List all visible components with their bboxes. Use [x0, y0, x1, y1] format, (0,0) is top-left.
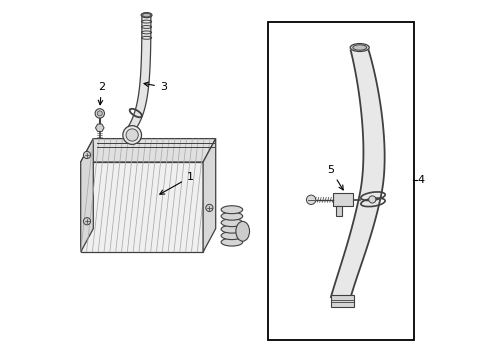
Polygon shape [81, 162, 203, 252]
Circle shape [97, 111, 102, 116]
Text: 4: 4 [416, 175, 424, 185]
Circle shape [126, 129, 138, 141]
Polygon shape [336, 206, 341, 216]
Polygon shape [330, 50, 384, 297]
Bar [267, 22, 413, 340]
Polygon shape [95, 124, 104, 131]
Ellipse shape [235, 221, 249, 241]
Text: 1: 1 [160, 172, 194, 194]
Polygon shape [203, 139, 215, 252]
Polygon shape [330, 295, 354, 307]
Circle shape [205, 204, 213, 211]
Ellipse shape [221, 232, 242, 240]
Circle shape [122, 126, 141, 144]
Circle shape [368, 196, 375, 203]
Ellipse shape [221, 212, 242, 220]
Circle shape [83, 217, 90, 225]
Ellipse shape [352, 45, 366, 50]
Circle shape [95, 109, 104, 118]
Ellipse shape [221, 219, 242, 227]
Text: 3: 3 [144, 82, 166, 92]
Polygon shape [332, 193, 352, 206]
Polygon shape [81, 139, 215, 162]
Ellipse shape [349, 44, 368, 51]
Text: 5: 5 [326, 165, 343, 190]
Polygon shape [81, 139, 93, 252]
Polygon shape [127, 14, 151, 128]
Ellipse shape [221, 225, 242, 233]
Text: 2: 2 [98, 82, 105, 105]
Ellipse shape [142, 13, 150, 17]
Circle shape [306, 195, 315, 204]
Circle shape [83, 151, 90, 158]
Ellipse shape [221, 206, 242, 214]
Ellipse shape [141, 13, 152, 18]
Ellipse shape [221, 238, 242, 246]
